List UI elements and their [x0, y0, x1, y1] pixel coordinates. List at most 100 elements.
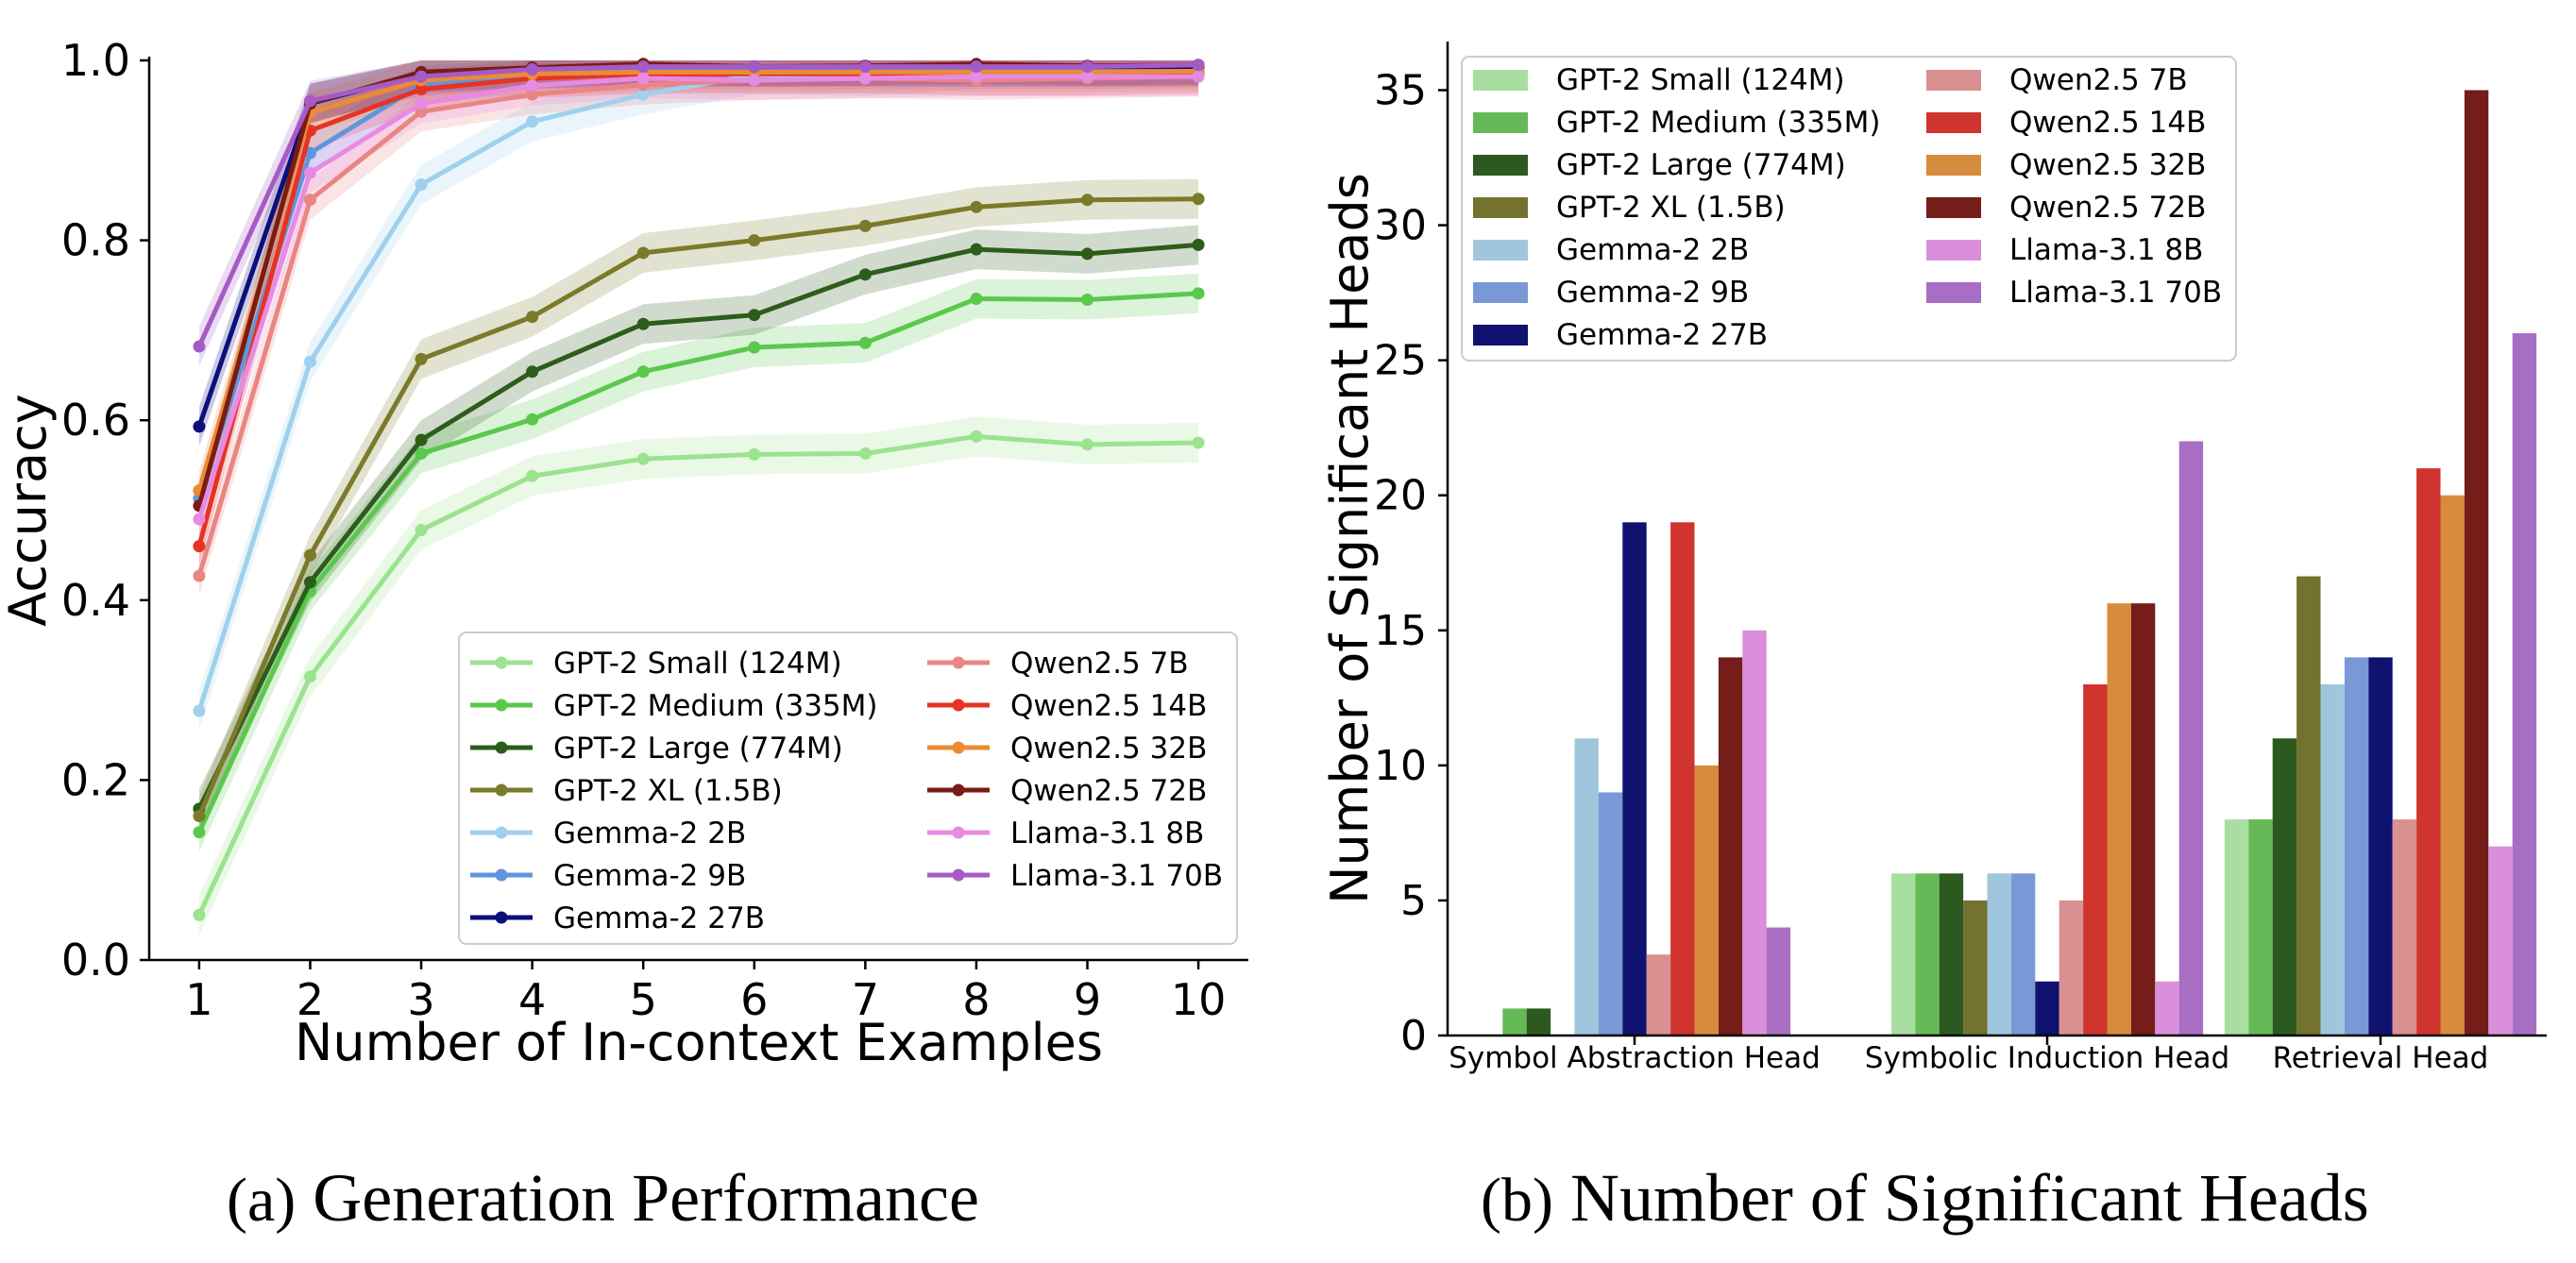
legend-marker	[495, 911, 508, 924]
point-gpt-2-large-774m	[858, 268, 872, 281]
point-gpt-2-large-774m	[1192, 238, 1205, 251]
point-gpt-2-medium-335m	[193, 826, 206, 839]
point-gpt-2-xl-1-5b	[303, 548, 316, 562]
legend-label: Qwen2.5 72B	[1010, 774, 1207, 808]
legend-label: Qwen2.5 14B	[1010, 689, 1207, 723]
legend-marker	[952, 656, 965, 669]
legend-label: Qwen2.5 72B	[2009, 191, 2206, 225]
point-gpt-2-medium-335m	[970, 293, 983, 306]
point-qwen2-5-14b	[415, 82, 428, 95]
y-tick-label: 20	[1374, 472, 1427, 520]
bar-gpt-2-medium-335m-symbol-abstraction-head	[1502, 1008, 1527, 1036]
line-gpt-2-large-774m	[196, 242, 1199, 810]
point-qwen2-5-7b	[193, 569, 206, 582]
legend-swatch	[1473, 70, 1528, 91]
bar-qwen2-5-72b-symbol-abstraction-head	[1718, 657, 1743, 1036]
legend-marker	[952, 868, 965, 882]
legend-label: Gemma-2 2B	[553, 817, 746, 850]
caption-b-text: Number of Significant Heads	[1569, 1160, 2369, 1236]
legend-marker	[495, 699, 508, 712]
point-qwen2-5-14b	[193, 540, 206, 553]
x-tick-label: 9	[1074, 974, 1101, 1025]
line-llama-3-1-70b	[196, 62, 1199, 348]
legend-swatch	[1473, 197, 1528, 218]
legend-label: Qwen2.5 32B	[1010, 732, 1207, 766]
point-llama-3-1-8b	[303, 166, 316, 179]
y-tick-label: 25	[1374, 337, 1427, 385]
bar-qwen2-5-14b-retrieval-head	[2416, 468, 2441, 1036]
point-qwen2-5-7b	[303, 194, 316, 207]
x-tick-label: 8	[962, 974, 990, 1025]
bar-gpt-2-large-774m-symbol-abstraction-head	[1526, 1008, 1551, 1036]
legend-swatch	[1473, 325, 1528, 345]
point-gpt-2-xl-1-5b	[748, 234, 761, 247]
point-gpt-2-medium-335m	[415, 446, 428, 460]
bar-llama-3-1-8b-retrieval-head	[2488, 846, 2513, 1036]
point-gpt-2-xl-1-5b	[858, 219, 872, 232]
legend-label: Llama-3.1 70B	[1010, 859, 1223, 893]
legend-box	[1461, 56, 2237, 362]
bar-gpt-2-medium-335m-symbolic-induction-head	[1915, 873, 1940, 1036]
x-tick-label: 3	[407, 974, 434, 1025]
point-llama-3-1-70b	[748, 60, 761, 74]
point-llama-3-1-8b	[748, 74, 761, 87]
legend: GPT-2 Small (124M) GPT-2 Medium (335M) GPT…	[458, 632, 1238, 945]
point-gemma-2-2b	[636, 88, 650, 101]
point-gpt-2-small-124m	[1192, 436, 1205, 449]
point-gpt-2-small-124m	[193, 908, 206, 921]
bar-qwen2-5-7b-symbol-abstraction-head	[1646, 954, 1671, 1036]
point-gpt-2-medium-335m	[1081, 293, 1094, 306]
bar-qwen2-5-72b-retrieval-head	[2464, 90, 2489, 1036]
y-tick-label: 0.4	[61, 575, 130, 626]
point-llama-3-1-8b	[1081, 70, 1094, 83]
line-gpt-2-medium-335m	[196, 291, 1199, 834]
legend-marker	[495, 783, 508, 797]
legend-label: Llama-3.1 70B	[2009, 276, 2222, 310]
legend-swatch	[1473, 155, 1528, 176]
legend-swatch	[1926, 282, 1981, 303]
point-gpt-2-medium-335m	[748, 341, 761, 354]
legend-swatch	[1926, 112, 1981, 133]
legend-label: GPT-2 Large (774M)	[553, 732, 843, 766]
legend-label: GPT-2 XL (1.5B)	[553, 774, 783, 808]
legend-label: GPT-2 Medium (335M)	[1556, 106, 1880, 140]
legend-label: Gemma-2 9B	[1556, 276, 1749, 310]
bar-gemma-2-9b-retrieval-head	[2344, 657, 2369, 1036]
line-gpt-2-small-124m	[196, 433, 1199, 917]
caption-b: (b) Number of Significant Heads	[1481, 1159, 2369, 1238]
point-gpt-2-xl-1-5b	[415, 352, 428, 365]
bar-gemma-2-2b-retrieval-head	[2320, 684, 2345, 1036]
bar-llama-3-1-8b-symbolic-induction-head	[2155, 981, 2179, 1036]
point-gpt-2-medium-335m	[636, 365, 650, 379]
bar-llama-3-1-70b-symbol-abstraction-head	[1766, 927, 1791, 1036]
point-gpt-2-small-124m	[1081, 438, 1094, 451]
line-qwen2-5-32b	[196, 68, 1199, 492]
bar-qwen2-5-14b-symbol-abstraction-head	[1670, 522, 1695, 1036]
point-gpt-2-medium-335m	[1192, 287, 1205, 300]
bar-llama-3-1-8b-symbol-abstraction-head	[1742, 630, 1767, 1036]
legend-marker	[495, 656, 508, 669]
x-tick-label: 2	[297, 974, 324, 1025]
legend-label: Llama-3.1 8B	[2009, 233, 2203, 267]
bar-gemma-2-9b-symbol-abstraction-head	[1598, 792, 1623, 1036]
legend-label: GPT-2 Medium (335M)	[553, 689, 877, 723]
bar-gpt-2-medium-335m-retrieval-head	[2248, 819, 2273, 1036]
point-llama-3-1-8b	[193, 513, 206, 526]
point-gpt-2-large-774m	[526, 365, 539, 379]
legend-swatch	[1926, 155, 1981, 176]
legend-label: Qwen2.5 32B	[2009, 148, 2206, 182]
bar-qwen2-5-14b-symbolic-induction-head	[2083, 684, 2108, 1036]
point-gpt-2-large-774m	[970, 243, 983, 256]
bar-llama-3-1-70b-retrieval-head	[2512, 333, 2537, 1036]
x-tick-label: 10	[1171, 974, 1227, 1025]
point-gpt-2-xl-1-5b	[526, 311, 539, 324]
significant-heads-chart: 0 5 10 15 20 25 30 35 Symbol Abstraction Head Sym…	[1320, 42, 2547, 1075]
point-qwen2-5-7b	[526, 88, 539, 101]
bar-llama-3-1-70b-symbolic-induction-head	[2178, 441, 2204, 1036]
line-qwen2-5-7b	[196, 74, 1199, 577]
bar-qwen2-5-32b-symbol-abstraction-head	[1694, 765, 1719, 1036]
x-tick-label: 6	[740, 974, 768, 1025]
x-tick-label: 5	[630, 974, 657, 1025]
point-llama-3-1-70b	[526, 63, 539, 76]
